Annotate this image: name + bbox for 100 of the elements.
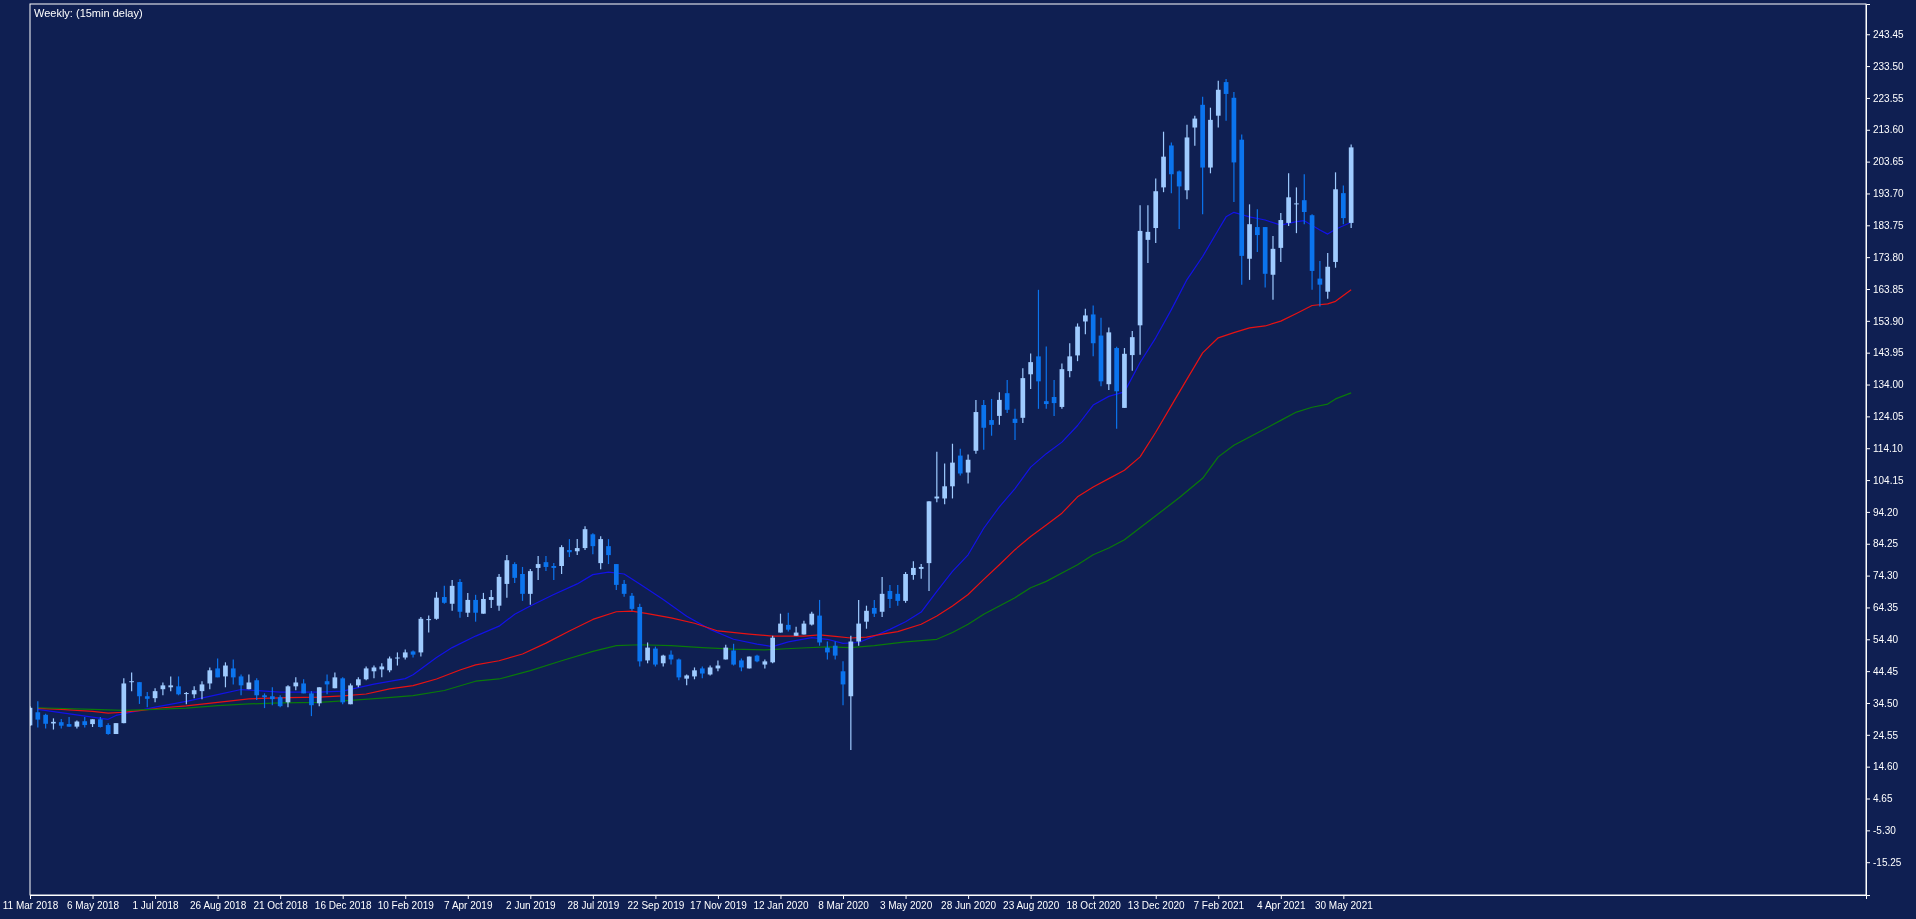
y-tick-label: -15.25 [1873,856,1902,868]
x-tick-label: 30 May 2021 [1314,900,1374,912]
candlestick [950,443,955,500]
candlestick [1067,342,1073,378]
candlestick [981,399,987,451]
candlestick [997,391,1002,426]
candlestick [942,462,947,505]
y-tick-label: 24.55 [1873,729,1899,741]
y-tick-label: 213.60 [1873,124,1905,136]
x-tick-label: 1 Jul 2018 [132,900,180,912]
y-tick-label: 193.70 [1873,188,1905,200]
candlestick [731,643,736,667]
y-tick-label: 223.55 [1873,92,1905,104]
candlestick [129,671,134,692]
chart-title: Weekly: (15min delay) [34,7,143,19]
candlestick [864,605,869,630]
line-series [37,392,1352,711]
candlestick [410,649,416,659]
candlestick [340,676,346,705]
y-tick-label: 4.65 [1873,793,1893,805]
x-tick-label: 2 Jun 2019 [506,900,556,912]
x-tick-label: 7 Feb 2021 [1193,900,1245,912]
candlestick [66,716,72,728]
candlestick [254,677,260,701]
x-tick-label: 18 Oct 2020 [1066,900,1122,912]
candlestick [520,566,525,602]
candlestick [35,700,41,729]
line-series [37,211,1352,720]
candlestick [895,584,901,607]
candlestick [1255,208,1260,253]
y-tick-label: 243.45 [1873,28,1905,40]
candlestick [645,641,650,664]
y-tick-label: 74.30 [1873,570,1899,582]
x-tick-label: 28 Jun 2020 [941,900,997,912]
y-tick-label: 203.65 [1873,156,1905,168]
x-tick-label: 16 Dec 2018 [314,900,372,912]
x-tick-label: 6 May 2018 [66,900,120,912]
y-tick-label: -5.30 [1873,825,1897,837]
x-tick-label: 28 Jul 2019 [567,900,620,912]
x-tick-label: 8 Mar 2020 [818,900,870,912]
candlestick [207,666,213,690]
y-tick-label: 143.95 [1873,347,1905,359]
y-tick-label: 14.60 [1873,761,1899,773]
candlestick [653,646,658,668]
candlestick [473,594,478,623]
y-tick-label: 173.80 [1873,251,1905,263]
y-tick-label: 64.35 [1873,602,1899,614]
x-tick-label: 21 Oct 2018 [253,900,309,912]
candlestick [434,591,439,621]
candlestick [606,538,611,565]
x-tick-label: 10 Feb 2019 [377,900,435,912]
y-tick-label: 183.75 [1873,220,1905,232]
y-tick-label: 44.45 [1873,665,1899,677]
candlestick [613,563,619,591]
x-tick-label: 11 Mar 2018 [2,900,59,912]
candlestick [512,561,518,584]
x-tick-label: 26 Aug 2018 [190,900,247,912]
x-tick-label: 13 Dec 2020 [1127,900,1186,912]
candlestick [911,560,916,581]
candlestick [1083,308,1088,335]
y-tick-label: 84.25 [1873,538,1899,550]
candlestick [137,681,142,705]
y-tick-label: 153.90 [1873,315,1905,327]
candlestick [785,612,791,633]
y-tick-label: 104.15 [1873,474,1905,486]
x-tick-label: 4 Apr 2021 [1257,900,1306,912]
candlestick [1294,186,1299,234]
candlestick [957,448,963,477]
candlestick [1129,330,1135,372]
y-tick-label: 34.50 [1873,697,1899,709]
y-tick-label: 163.85 [1873,283,1905,295]
x-tick-label: 3 May 2020 [879,900,933,912]
y-tick-label: 54.40 [1873,633,1899,645]
x-tick-label: 12 Jan 2020 [753,900,809,912]
y-tick-label: 134.00 [1873,379,1905,391]
candlestick [559,544,564,575]
candlestick [1043,345,1049,410]
candlestick [309,690,314,717]
candlestick [527,568,533,606]
y-tick-label: 233.50 [1873,60,1905,72]
candlestick [778,613,783,634]
y-tick-label: 124.05 [1873,411,1905,423]
y-tick-label: 94.20 [1873,506,1899,518]
candlestick [989,398,994,437]
candlestick [856,599,861,647]
candlestick [223,661,228,688]
candlestick [176,675,181,696]
x-tick-label: 17 Nov 2019 [690,900,748,912]
candlestick [465,592,471,618]
candlestick [1004,379,1010,414]
candlestick [1176,169,1182,230]
candlestick [1192,115,1198,147]
x-tick-label: 22 Sep 2019 [627,900,685,912]
line-series [37,289,1352,714]
y-tick-label: 114.10 [1873,442,1904,454]
candlestick [1301,173,1307,225]
candlestick [481,592,486,615]
candlestick [1028,352,1033,390]
x-tick-label: 23 Aug 2020 [1003,900,1060,912]
candlestick [316,686,322,707]
